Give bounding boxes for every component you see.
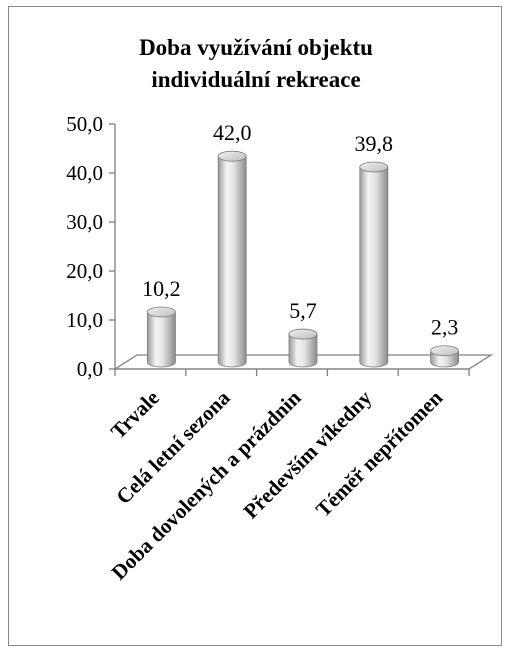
y-tick-label: 50,0 <box>66 112 103 136</box>
bar-top <box>146 306 176 318</box>
data-labels: 10,2 42,0 5,7 39,8 2,3 <box>142 120 458 340</box>
data-label: 5,7 <box>289 298 317 323</box>
bar-top <box>217 150 247 162</box>
data-label: 2,3 <box>431 315 459 340</box>
data-label: 10,2 <box>142 276 181 301</box>
bars <box>146 150 460 368</box>
chart-frame: Doba využívání objektu individuální rekr… <box>8 6 502 646</box>
y-tick-label: 30,0 <box>66 210 103 234</box>
bar <box>217 150 247 368</box>
category-label: Především víkedny <box>239 385 377 523</box>
bar-body <box>217 155 247 368</box>
category-label: Téměř nepřítomen <box>311 385 447 521</box>
y-tick-label: 20,0 <box>66 259 103 283</box>
data-label: 39,8 <box>355 131 394 156</box>
data-label: 42,0 <box>213 120 252 145</box>
bar <box>288 328 318 368</box>
bar-top <box>430 345 460 357</box>
y-tick-label: 0,0 <box>77 357 103 381</box>
axes: 0,0 10,0 20,0 30,0 40,0 50,0 <box>66 112 494 381</box>
chart-title-line-2: individuální rekreace <box>151 67 360 92</box>
y-tick-label: 40,0 <box>66 161 103 185</box>
chart-title-line-1: Doba využívání objektu <box>139 35 373 60</box>
bar-body <box>147 311 176 368</box>
y-tick-label: 10,0 <box>66 308 103 332</box>
bar <box>430 345 460 368</box>
bar-body <box>359 166 389 368</box>
bar <box>146 306 176 368</box>
bar <box>359 161 389 368</box>
bar-body <box>288 333 318 368</box>
category-label: Trvale <box>106 386 164 444</box>
bar-chart: Doba využívání objektu individuální rekr… <box>66 35 494 584</box>
bar-top <box>288 328 318 340</box>
bar-top <box>359 161 389 173</box>
